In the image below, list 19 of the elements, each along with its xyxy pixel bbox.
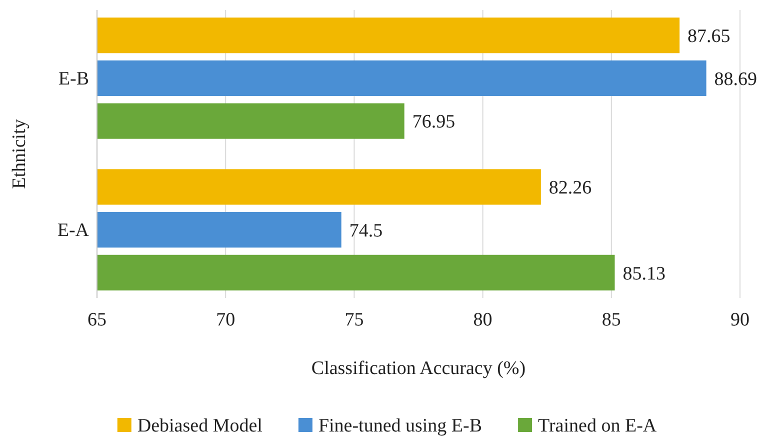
data-label: 82.26 (548, 178, 592, 199)
legend-label: Fine-tuned using E-B (318, 416, 482, 437)
y-axis-title: Ethnicity (9, 118, 30, 189)
x-tick-label: 85 (602, 309, 621, 330)
data-label: 87.65 (688, 26, 730, 48)
y-tick-label: E-A (57, 220, 90, 241)
legend-label: Debiased Model (137, 416, 262, 437)
data-label: 88.69 (714, 68, 758, 90)
x-tick-label: 80 (473, 309, 492, 330)
x-tick-label: 90 (730, 309, 750, 330)
y-tick-label: E-B (58, 68, 89, 90)
legend-label: Trained on E-A (538, 416, 657, 437)
x-tick-label: 75 (344, 309, 364, 330)
x-axis-title: Classification Accuracy (%) (311, 358, 526, 379)
x-tick-label: 70 (216, 309, 236, 330)
data-label: 74.5 (349, 220, 383, 242)
x-tick-label: 65 (88, 309, 106, 330)
data-label: 85.13 (622, 263, 666, 284)
data-label: 76.95 (412, 112, 456, 133)
